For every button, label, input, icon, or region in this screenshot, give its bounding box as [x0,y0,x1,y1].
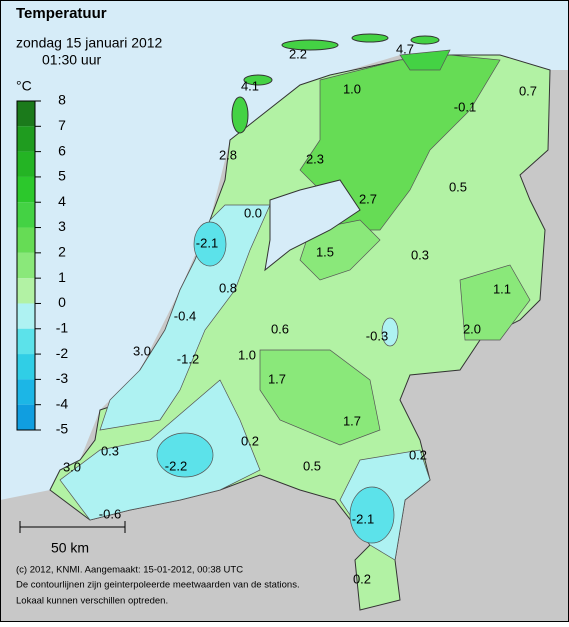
stations: 2.2 4.7 4.1 1.0 -0.1 0.7 2.8 2.3 0.5 2.7 0.0 -2.1 1.… [63,41,537,586]
legend-tick-label: 3 [58,218,66,234]
sea [0,0,569,500]
legend-tick-label: 7 [58,117,66,133]
station-value: 0.2 [353,571,371,586]
time: 01:30 uur [42,52,101,68]
legend-tick-label: 0 [58,294,66,310]
footer: Lokaal kunnen verschillen optreden. [16,596,168,607]
lake [264,179,361,272]
legend-swatch [17,303,35,329]
warm-zone [399,49,451,71]
island [351,33,389,43]
station-value: 4.1 [241,78,259,93]
station-value: 0.2 [241,433,259,448]
station-value: -1.2 [177,351,199,366]
station-value: 2.2 [289,46,307,61]
station-value: 1.7 [343,413,361,428]
station-value: 1.0 [343,81,361,96]
station-value: 2.0 [463,321,481,336]
cold-zone [99,204,271,431]
station-value: 0.3 [101,443,119,458]
legend-swatch [17,151,35,177]
legend-swatch [17,101,35,127]
footer: (c) 2012, KNMI. Aangemaakt: 15-01-2012, … [16,565,243,576]
cold-zone [193,221,227,267]
legend-tick-label: -1 [56,319,69,335]
station-value: 0.3 [411,247,429,262]
station-value: 1.7 [268,371,286,386]
legend-swatch [17,278,35,304]
station-value: -0.4 [174,308,196,323]
date: zondag 15 januari 2012 [16,35,163,51]
station-value: 0.8 [219,280,237,295]
station-value: -0.1 [454,99,476,114]
legend-swatch [17,176,35,203]
mild-zone [459,264,531,341]
station-value: 3.0 [133,343,151,358]
legend-tick-label: 8 [58,92,66,108]
station-value: -2.1 [352,511,374,526]
legend-swatch [17,379,35,405]
legend-swatch [17,354,35,380]
cold-zone [156,432,214,478]
station-value: 2.8 [219,147,237,162]
station-value: 0.6 [271,321,289,336]
legend-tick-label: 5 [58,168,66,184]
legend-swatch [17,404,35,430]
title: Temperatuur [16,5,107,22]
station-value: -0.3 [366,328,388,343]
station-value: -2.2 [165,458,187,473]
cold-zone [349,486,395,544]
station-value: 0.5 [303,458,321,473]
legend-tick-label: 4 [58,193,66,209]
station-value: 4.7 [396,41,414,56]
station-value: 3.0 [63,459,81,474]
station-value: 2.7 [359,191,377,206]
legend-tick-label: -3 [56,370,69,386]
legend-unit: °C [16,78,32,94]
legend-swatch [17,252,35,279]
legend-tick-label: -2 [56,345,69,361]
station-value: 0.0 [244,205,262,220]
legend-tick-label: -4 [56,395,69,411]
warm-zone [299,54,501,231]
legend-tick-label: 1 [58,269,66,285]
legend-swatch [17,202,35,228]
station-value: 0.5 [449,179,467,194]
station-value: 1.0 [238,347,256,362]
island [281,39,339,51]
legend-swatch [17,227,35,253]
station-value: 1.1 [493,281,511,296]
station-value: -0.6 [99,506,121,521]
legend-tick-label: 6 [58,142,66,158]
cold-zone [381,317,399,347]
island [231,96,249,134]
footer: De contourlijnen zijn geinterpoleerde me… [16,580,300,591]
station-value: 2.3 [306,151,324,166]
station-value: 0.2 [409,447,427,462]
island [243,74,273,86]
legend-tick-label: 2 [58,244,66,260]
station-value: 0.7 [519,83,537,98]
legend-swatch [17,126,35,152]
island [410,35,440,45]
station-value: 1.5 [316,244,334,259]
legend-swatch [17,328,35,355]
legend-frame [16,100,36,431]
station-value: -2.1 [196,235,218,250]
mild-zone [259,349,381,446]
legend-tick-label: -5 [56,421,69,437]
scale-label: 50 km [51,540,89,556]
legend: 8 7 6 5 4 3 2 1 0 -1 -2 -3 -4 -5 [16,92,69,437]
